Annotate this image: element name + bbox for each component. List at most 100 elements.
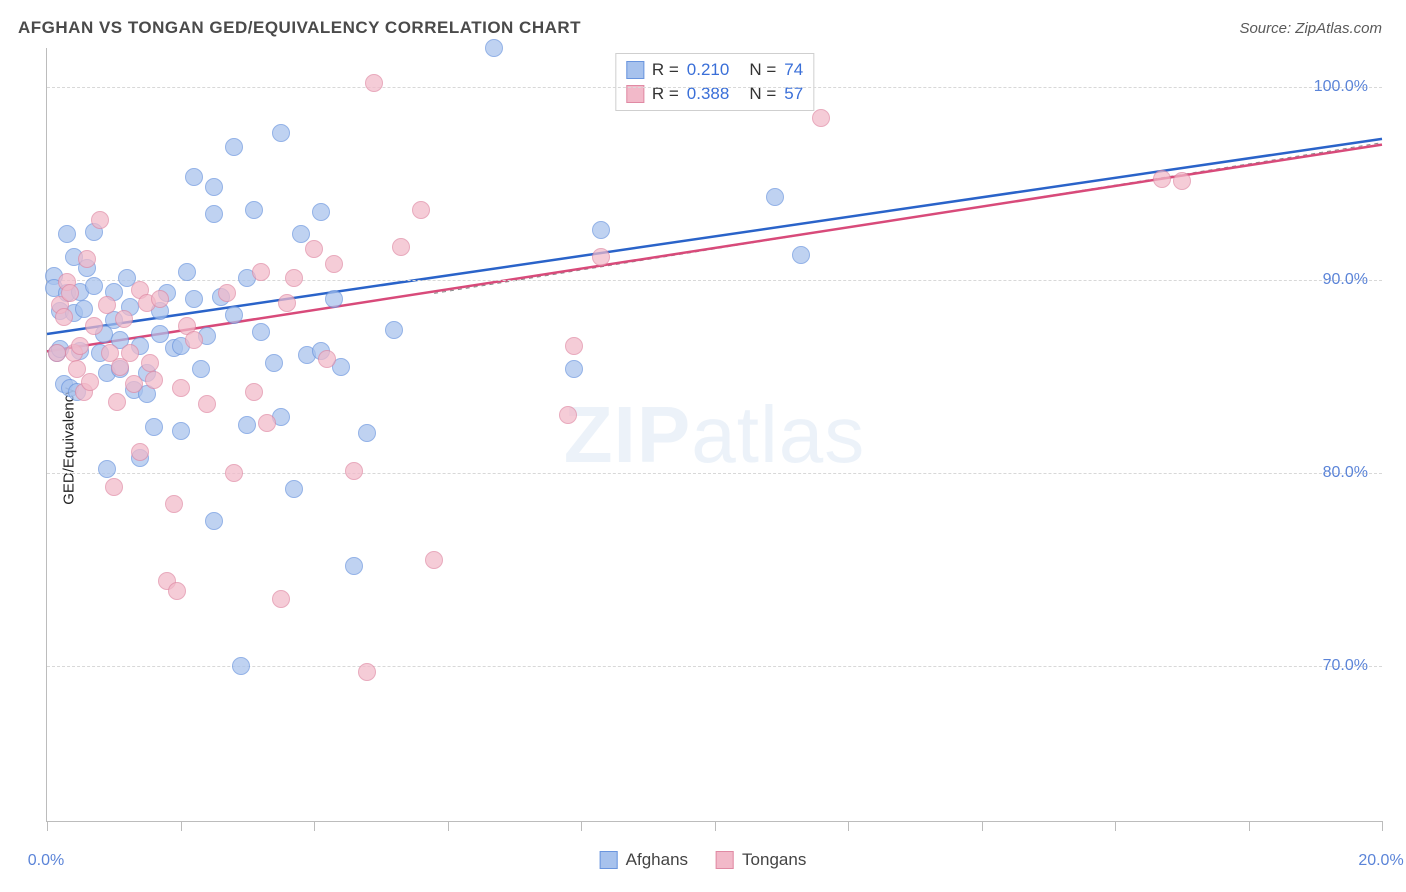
data-point [205, 178, 223, 196]
data-point [312, 203, 330, 221]
data-point [98, 460, 116, 478]
legend-n-label: N = [749, 60, 776, 80]
chart-title: AFGHAN VS TONGAN GED/EQUIVALENCY CORRELA… [18, 18, 581, 38]
data-point [185, 290, 203, 308]
data-point [225, 138, 243, 156]
data-point [125, 375, 143, 393]
data-point [325, 290, 343, 308]
data-point [265, 354, 283, 372]
data-point [258, 414, 276, 432]
y-tick-label: 70.0% [1323, 657, 1368, 675]
data-point [278, 294, 296, 312]
x-tick [314, 821, 315, 831]
data-point [192, 360, 210, 378]
data-point [105, 478, 123, 496]
data-point [225, 464, 243, 482]
data-point [98, 296, 116, 314]
data-point [425, 551, 443, 569]
trend-line [47, 139, 1382, 334]
data-point [1153, 170, 1171, 188]
data-point [245, 383, 263, 401]
legend-row: R = 0.210 N = 74 [626, 58, 803, 82]
legend-n-value: 74 [784, 60, 803, 80]
y-tick-label: 80.0% [1323, 464, 1368, 482]
data-point [385, 321, 403, 339]
data-point [185, 168, 203, 186]
x-tick [181, 821, 182, 831]
x-tick-label: 20.0% [1358, 852, 1403, 870]
data-point [115, 310, 133, 328]
legend-swatch [600, 851, 618, 869]
x-tick [1249, 821, 1250, 831]
data-point [185, 331, 203, 349]
data-point [238, 416, 256, 434]
legend-r-label: R = [652, 60, 679, 80]
data-point [85, 317, 103, 335]
data-point [559, 406, 577, 424]
data-point [172, 379, 190, 397]
data-point [225, 306, 243, 324]
data-point [48, 344, 66, 362]
data-point [245, 201, 263, 219]
trend-lines-layer [47, 48, 1382, 821]
series-legend: Afghans Tongans [600, 850, 807, 870]
data-point [81, 373, 99, 391]
data-point [61, 284, 79, 302]
data-point [1173, 172, 1191, 190]
data-point [292, 225, 310, 243]
data-point [485, 39, 503, 57]
x-tick [1382, 821, 1383, 831]
data-point [178, 263, 196, 281]
data-point [592, 221, 610, 239]
data-point [766, 188, 784, 206]
gridline [47, 473, 1382, 474]
legend-label: Afghans [626, 850, 688, 870]
data-point [812, 109, 830, 127]
legend-label: Tongans [742, 850, 806, 870]
data-point [145, 371, 163, 389]
x-tick [448, 821, 449, 831]
data-point [75, 300, 93, 318]
legend-item: Tongans [716, 850, 806, 870]
data-point [285, 269, 303, 287]
data-point [198, 395, 216, 413]
legend-row: R = 0.388N = 57 [626, 82, 803, 106]
data-point [131, 443, 149, 461]
data-point [141, 354, 159, 372]
data-point [365, 74, 383, 92]
correlation-legend: R = 0.210 N = 74R = 0.388N = 57 [615, 53, 814, 111]
data-point [565, 337, 583, 355]
legend-r-value: 0.210 [687, 60, 730, 80]
data-point [252, 263, 270, 281]
data-point [592, 248, 610, 266]
data-point [232, 657, 250, 675]
legend-item: Afghans [600, 850, 688, 870]
x-tick [47, 821, 48, 831]
source-label: Source: ZipAtlas.com [1239, 20, 1382, 37]
data-point [272, 124, 290, 142]
x-tick [715, 821, 716, 831]
data-point [218, 284, 236, 302]
data-point [55, 308, 73, 326]
data-point [318, 350, 336, 368]
y-tick-label: 90.0% [1323, 271, 1368, 289]
data-point [285, 480, 303, 498]
data-point [151, 290, 169, 308]
data-point [205, 512, 223, 530]
data-point [71, 337, 89, 355]
data-point [305, 240, 323, 258]
x-tick [581, 821, 582, 831]
data-point [358, 424, 376, 442]
data-point [565, 360, 583, 378]
x-tick [982, 821, 983, 831]
data-point [358, 663, 376, 681]
x-tick [1115, 821, 1116, 831]
data-point [58, 225, 76, 243]
data-point [792, 246, 810, 264]
data-point [252, 323, 270, 341]
data-point [145, 418, 163, 436]
data-point [412, 201, 430, 219]
legend-swatch [716, 851, 734, 869]
data-point [345, 462, 363, 480]
data-point [172, 422, 190, 440]
